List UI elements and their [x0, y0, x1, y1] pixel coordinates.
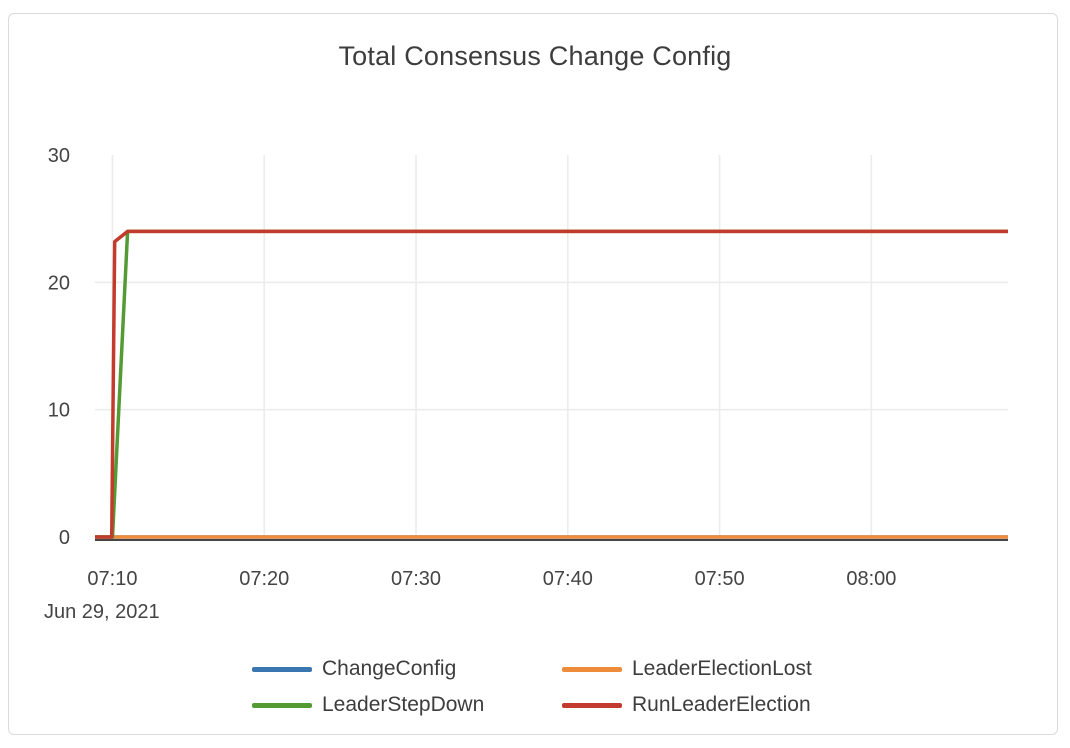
legend-label: RunLeaderElection: [632, 693, 811, 716]
legend-swatch-green-line-icon: [252, 702, 312, 708]
series-line-RunLeaderElection[interactable]: [95, 229, 1008, 539]
legend-label: ChangeConfig: [322, 657, 457, 680]
y-tick-label: 30: [48, 145, 70, 167]
chart-title: Total Consensus Change Config: [338, 41, 732, 71]
legend-item-RunLeaderElection[interactable]: RunLeaderElection: [562, 693, 811, 717]
x-tick-label: 07:50: [695, 568, 745, 590]
y-tick-label: 0: [59, 527, 70, 549]
legend-label: LeaderElectionLost: [632, 657, 812, 680]
y-tick-label: 20: [48, 272, 70, 294]
legend-item-LeaderStepDown[interactable]: LeaderStepDown: [252, 693, 484, 717]
x-tick-label: 07:10: [87, 568, 137, 590]
y-tick-label: 10: [48, 400, 70, 422]
legend-swatch-red-line-icon: [562, 702, 622, 708]
x-tick-label: 07:40: [543, 568, 593, 590]
chart-card: [8, 13, 1058, 735]
x-tick-label: 08:00: [846, 568, 896, 590]
legend-label: LeaderStepDown: [322, 693, 485, 716]
x-tick-label: 07:20: [239, 568, 289, 590]
legend-swatch-blue-line-icon: [252, 666, 312, 672]
legend-item-ChangeConfig[interactable]: ChangeConfig: [252, 657, 456, 681]
legend-swatch-orange-line-icon: [562, 666, 622, 672]
legend-item-LeaderElectionLost[interactable]: LeaderElectionLost: [562, 657, 812, 681]
x-axis-date-label: Jun 29, 2021: [44, 601, 160, 623]
x-tick-label: 07:30: [391, 568, 441, 590]
